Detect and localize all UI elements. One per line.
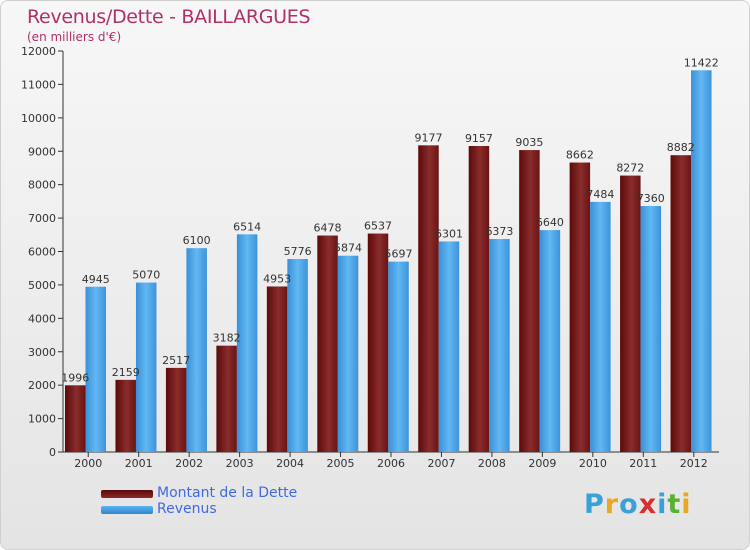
bar-revenue: [438, 241, 460, 452]
bar-revenue: [640, 206, 662, 452]
bar-debt: [569, 162, 591, 452]
x-tick-label: 2000: [74, 457, 102, 470]
data-label-revenue: 11422: [684, 56, 719, 69]
x-tick-label: 2005: [327, 457, 355, 470]
data-label-revenue: 6514: [233, 220, 261, 233]
bar-revenue: [590, 201, 611, 452]
y-tick-label: 7000: [28, 212, 56, 225]
bar-revenue: [236, 234, 258, 452]
y-tick-label: 10000: [21, 112, 56, 125]
bar-debt: [165, 367, 187, 452]
bar-debt: [367, 233, 389, 452]
y-tick-label: 3000: [28, 346, 56, 359]
y-tick-label: 11000: [21, 78, 56, 91]
proxiti-logo: Proxiti: [584, 489, 692, 520]
bar-revenue: [287, 258, 308, 452]
data-label-revenue: 7360: [637, 192, 665, 205]
data-label-revenue: 6373: [485, 225, 513, 238]
data-label-debt: 8882: [667, 141, 695, 154]
x-tick-label: 2008: [478, 457, 506, 470]
y-tick-label: 9000: [28, 145, 56, 158]
data-label-revenue: 5697: [385, 248, 413, 261]
legend-label-revenue: Revenus: [157, 501, 217, 517]
bar-debt: [115, 379, 136, 452]
bar-debt: [266, 286, 288, 452]
data-label-debt: 2517: [162, 354, 190, 367]
x-tick-label: 2004: [276, 457, 304, 470]
data-label-revenue: 5070: [132, 269, 160, 282]
data-label-debt: 6537: [364, 220, 392, 233]
x-tick-label: 2010: [579, 457, 607, 470]
y-tick-label: 1000: [28, 413, 56, 426]
x-tick-label: 2001: [125, 457, 153, 470]
x-tick-label: 2006: [377, 457, 405, 470]
chart-subtitle: (en milliers d'€): [27, 30, 122, 44]
legend-label-debt: Montant de la Dette: [157, 485, 298, 501]
x-tick-label: 2007: [427, 457, 455, 470]
data-label-debt: 9177: [414, 131, 442, 144]
chart-title: Revenus/Dette - BAILLARGUES: [27, 6, 311, 28]
x-tick-label: 2009: [528, 457, 556, 470]
bar-revenue: [539, 230, 561, 452]
logo-letter: x: [638, 489, 658, 520]
bar-revenue: [337, 255, 359, 452]
y-tick-label: 0: [49, 446, 56, 459]
data-label-revenue: 5776: [284, 245, 312, 258]
y-tick-label: 8000: [28, 179, 56, 192]
data-label-revenue: 6640: [536, 216, 564, 229]
logo-letter: o: [619, 489, 639, 520]
data-label-revenue: 5874: [334, 242, 362, 255]
bar-debt: [418, 145, 439, 452]
logo-letter: r: [604, 489, 620, 520]
x-tick-label: 2003: [226, 457, 254, 470]
data-label-debt: 4953: [263, 272, 291, 285]
data-label-debt: 9035: [515, 136, 543, 149]
y-tick-label: 12000: [21, 45, 56, 58]
bar-revenue: [388, 261, 409, 452]
data-label-debt: 8272: [616, 162, 644, 175]
legend-swatch-revenue: [101, 506, 153, 514]
bar-debt: [65, 385, 86, 452]
data-label-revenue: 6100: [183, 234, 211, 247]
data-label-debt: 3182: [213, 332, 241, 345]
data-label-revenue: 7484: [586, 188, 614, 201]
y-tick-label: 6000: [28, 246, 56, 259]
data-label-debt: 9157: [465, 132, 493, 145]
data-label-debt: 8662: [566, 149, 594, 162]
data-label-debt: 1996: [61, 371, 89, 384]
bar-debt: [216, 345, 237, 452]
bar-debt: [519, 150, 540, 452]
data-label-debt: 2159: [112, 366, 140, 379]
bar-revenue: [186, 248, 207, 452]
bar-debt: [468, 146, 490, 452]
logo-letter: i: [657, 489, 668, 520]
bar-revenue: [135, 282, 157, 452]
y-tick-label: 2000: [28, 379, 56, 392]
legend-swatch-debt: [101, 490, 153, 498]
bar-debt: [620, 175, 641, 452]
logo-letter: t: [667, 489, 682, 520]
data-label-revenue: 4945: [82, 273, 110, 286]
bar-debt: [317, 235, 338, 452]
logo-letter: i: [681, 489, 692, 520]
logo-letter: P: [584, 489, 605, 520]
bar-debt: [670, 155, 692, 452]
bar-revenue: [489, 239, 510, 452]
data-label-revenue: 6301: [435, 227, 463, 240]
x-tick-label: 2012: [680, 457, 708, 470]
bar-revenue: [85, 286, 106, 452]
y-tick-label: 4000: [28, 312, 56, 325]
bar-revenue: [691, 70, 712, 453]
x-tick-label: 2011: [629, 457, 657, 470]
y-tick-label: 5000: [28, 279, 56, 292]
x-tick-label: 2002: [175, 457, 203, 470]
data-label-debt: 6478: [314, 222, 342, 235]
